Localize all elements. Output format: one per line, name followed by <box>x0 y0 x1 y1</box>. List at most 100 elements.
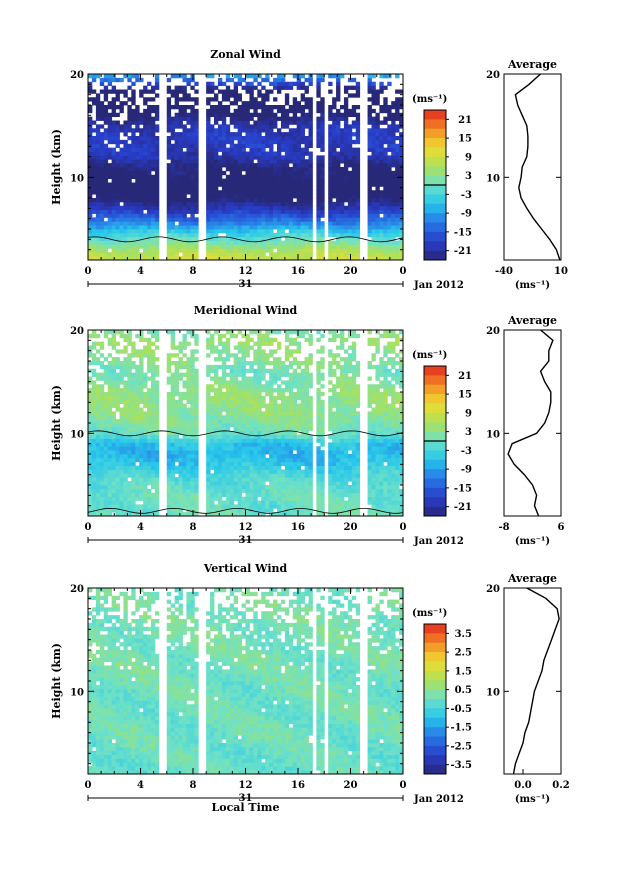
heatmap-cell <box>139 442 143 446</box>
heatmap-cell <box>242 489 246 493</box>
heatmap-cell <box>368 229 372 233</box>
heatmap-cell <box>120 105 124 109</box>
heatmap-cell <box>226 423 230 427</box>
heatmap-cell <box>120 245 124 249</box>
heatmap-cell <box>190 349 194 353</box>
heatmap-cell <box>147 361 151 365</box>
heatmap-cell <box>96 501 100 505</box>
heatmap-cell <box>328 113 332 117</box>
heatmap-cell <box>273 210 277 214</box>
heatmap-cell <box>344 105 348 109</box>
heatmap-cell <box>96 477 100 481</box>
heatmap-cell <box>214 190 218 194</box>
heatmap-cell <box>116 128 120 132</box>
heatmap-cell <box>112 105 116 109</box>
heatmap-cell <box>131 392 135 396</box>
heatmap-cell <box>277 152 281 156</box>
heatmap-cell <box>352 109 356 113</box>
heatmap-cell <box>285 155 289 159</box>
heatmap-cell <box>226 113 230 117</box>
heatmap-cell <box>230 501 234 505</box>
heatmap-cell <box>131 442 135 446</box>
heatmap-cell <box>344 144 348 148</box>
heatmap-cell <box>383 183 387 187</box>
heatmap-cell <box>179 501 183 505</box>
heatmap-cell <box>261 144 265 148</box>
heatmap-cell <box>234 121 238 125</box>
heatmap-cell <box>222 384 226 388</box>
heatmap-cell <box>210 477 214 481</box>
heatmap-cell <box>246 252 250 256</box>
heatmap-cell <box>127 377 131 381</box>
heatmap-cell <box>116 121 120 125</box>
heatmap-cell <box>139 473 143 477</box>
heatmap-cell <box>127 179 131 183</box>
heatmap-cell <box>100 400 104 404</box>
heatmap-cell <box>226 86 230 90</box>
heatmap-cell <box>194 155 198 159</box>
heatmap-cell <box>356 124 360 128</box>
heatmap-cell <box>194 124 198 128</box>
heatmap-cell <box>116 217 120 221</box>
heatmap-cell <box>151 245 155 249</box>
heatmap-cell <box>104 221 108 225</box>
heatmap-cell <box>120 400 124 404</box>
heatmap-cell <box>190 217 194 221</box>
heatmap-cell <box>242 167 246 171</box>
heatmap-cell <box>127 229 131 233</box>
heatmap-cell <box>379 136 383 140</box>
heatmap-cell <box>277 241 281 245</box>
colorbar-tick-label: 21 <box>458 115 472 126</box>
heatmap-cell <box>190 361 194 365</box>
heatmap-cell <box>88 217 92 221</box>
heatmap-cell <box>305 136 309 140</box>
heatmap-cell <box>257 179 261 183</box>
heatmap-cell <box>139 144 143 148</box>
heatmap-cell <box>269 497 273 501</box>
heatmap-cell <box>340 206 344 210</box>
heatmap-cell <box>147 415 151 419</box>
heatmap-cell <box>120 419 124 423</box>
heatmap-cell <box>88 233 92 237</box>
heatmap-cell <box>206 159 210 163</box>
heatmap-cell <box>139 167 143 171</box>
heatmap-cell <box>309 229 313 233</box>
heatmap-cell <box>100 140 104 144</box>
heatmap-cell <box>368 186 372 190</box>
heatmap-cell <box>143 155 147 159</box>
heatmap-cell <box>120 489 124 493</box>
heatmap-cell <box>226 136 230 140</box>
heatmap-cell <box>155 415 159 419</box>
heatmap-cell <box>289 179 293 183</box>
heatmap-cell <box>175 435 179 439</box>
heatmap-cell <box>265 78 269 82</box>
heatmap-cell <box>218 128 222 132</box>
heatmap-cell <box>108 198 112 202</box>
heatmap-cell <box>135 380 139 384</box>
heatmap-cell <box>100 105 104 109</box>
heatmap-cell <box>112 171 116 175</box>
heatmap-cell <box>151 136 155 140</box>
heatmap-cell <box>372 225 376 229</box>
heatmap-cell <box>253 140 257 144</box>
heatmap-cell <box>147 349 151 353</box>
heatmap-cell <box>214 373 218 377</box>
heatmap-cell <box>222 458 226 462</box>
heatmap-cell <box>190 136 194 140</box>
heatmap-cell <box>127 435 131 439</box>
heatmap-cell <box>92 353 96 357</box>
heatmap-cell <box>269 167 273 171</box>
heatmap-cell <box>127 342 131 346</box>
heatmap-cell <box>309 217 313 221</box>
heatmap-cell <box>328 148 332 152</box>
heatmap-cell <box>100 485 104 489</box>
heatmap-cell <box>383 105 387 109</box>
heatmap-cell <box>230 377 234 381</box>
heatmap-cell <box>190 384 194 388</box>
heatmap-cell <box>375 140 379 144</box>
heatmap-cell <box>226 342 230 346</box>
heatmap-cell <box>135 446 139 450</box>
heatmap-cell <box>175 167 179 171</box>
heatmap-cell <box>135 392 139 396</box>
heatmap-cell <box>112 128 116 132</box>
